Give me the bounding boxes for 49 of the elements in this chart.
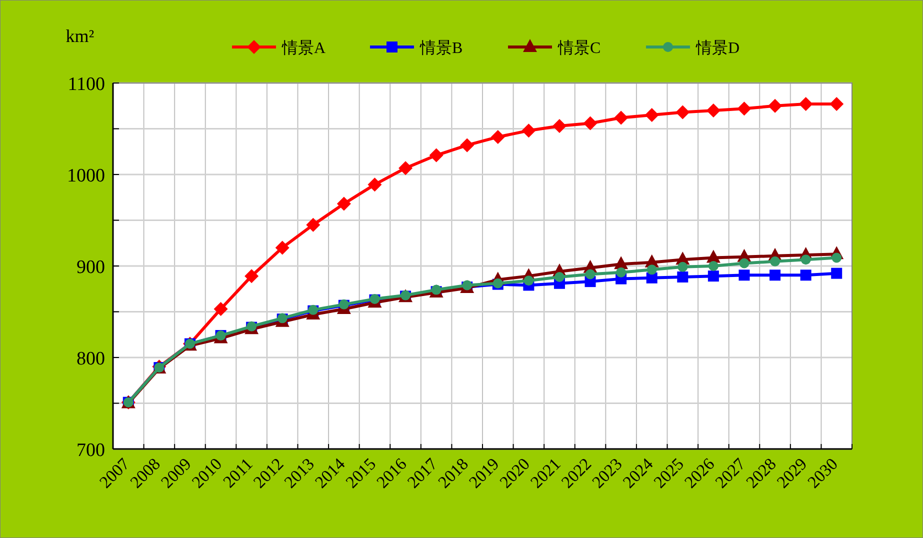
point	[738, 270, 750, 281]
point	[306, 218, 320, 232]
point	[646, 264, 657, 275]
y-tick-label: 1000	[67, 166, 105, 186]
point	[429, 148, 444, 162]
point	[554, 272, 564, 282]
point	[677, 271, 688, 282]
point	[768, 98, 782, 113]
point	[831, 268, 842, 279]
point	[336, 196, 351, 211]
point	[678, 262, 688, 272]
point	[552, 119, 566, 134]
point	[646, 272, 658, 284]
legend-label: 情景C	[557, 39, 601, 57]
point	[644, 108, 659, 122]
y-tick-label: 1100	[68, 74, 105, 95]
point	[832, 252, 842, 263]
legend-label: 情景B	[419, 39, 463, 57]
point	[770, 270, 781, 281]
point	[800, 254, 811, 265]
point	[614, 110, 628, 125]
point	[275, 240, 290, 255]
y-axis-title: km²	[66, 26, 94, 46]
legend-label: 情景D	[695, 39, 740, 57]
y-tick-label: 900	[76, 257, 105, 278]
point	[708, 261, 718, 271]
point	[800, 270, 812, 281]
point	[490, 130, 505, 144]
point	[522, 124, 536, 138]
point	[244, 269, 259, 284]
y-tick-label: 800	[76, 348, 105, 370]
point	[460, 138, 474, 152]
point	[708, 270, 719, 282]
point	[798, 97, 813, 112]
point	[830, 97, 844, 112]
point	[739, 258, 750, 268]
point	[524, 276, 534, 286]
y-tick-label: 700	[76, 440, 105, 461]
point	[583, 116, 598, 130]
point	[737, 102, 752, 116]
point	[706, 103, 720, 118]
legend-label: 情景A	[281, 39, 326, 57]
point	[398, 161, 413, 176]
point	[214, 302, 228, 316]
point	[616, 267, 626, 278]
point	[368, 178, 382, 192]
point	[676, 105, 690, 120]
point	[585, 269, 596, 280]
point	[770, 256, 780, 266]
